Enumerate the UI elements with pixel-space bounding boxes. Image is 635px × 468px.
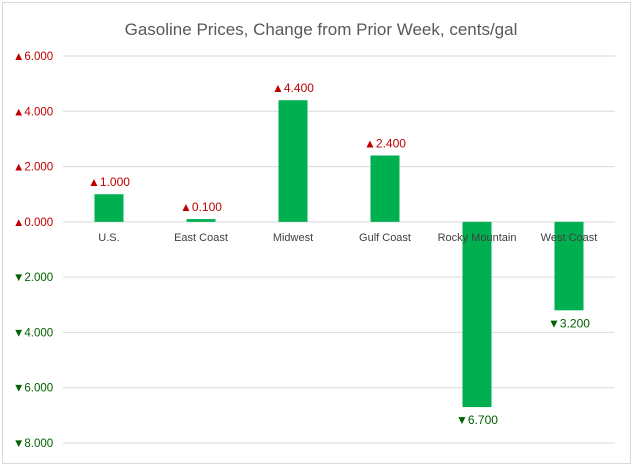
bar <box>370 155 400 222</box>
bar <box>186 219 216 222</box>
bar <box>278 100 308 222</box>
category-label: Midwest <box>273 232 313 244</box>
y-axis-ticks: ▲6.000 ▲4.000 ▲2.000 ▲0.000 ▼2.000 ▼4.000 ▼6.0… <box>13 51 53 450</box>
category-label: Gulf Coast <box>359 232 411 244</box>
category-label: U.S. <box>98 232 119 244</box>
bar <box>554 221 584 311</box>
data-label: ▼3.200 <box>548 316 590 330</box>
chart-area: Gasoline Prices, Change from Prior Week,… <box>2 2 631 464</box>
category-label: East Coast <box>174 232 228 244</box>
y-tick-label: ▼6.000 <box>13 383 53 395</box>
bars <box>94 100 584 408</box>
category-label: West Coast <box>541 232 598 244</box>
y-tick-label: ▲4.000 <box>13 106 53 118</box>
y-tick-label: ▲6.000 <box>13 51 53 63</box>
data-label: ▲1.000 <box>88 175 130 189</box>
bar <box>94 194 124 222</box>
data-label: ▲0.100 <box>180 200 222 214</box>
y-tick-label: ▼2.000 <box>13 272 53 284</box>
chart-svg: Gasoline Prices, Change from Prior Week,… <box>13 20 615 450</box>
gridlines <box>63 55 615 444</box>
data-labels: ▲1.000 ▲0.100 ▲4.400 ▲2.400 ▼6.700 ▼3.200 <box>88 81 590 427</box>
data-label: ▲2.400 <box>364 137 406 151</box>
data-label: ▼6.700 <box>456 413 498 427</box>
y-tick-label: ▼4.000 <box>13 327 53 339</box>
data-label: ▲4.400 <box>272 81 314 95</box>
y-tick-label: ▼8.000 <box>13 438 53 450</box>
y-tick-label: ▲0.000 <box>13 217 53 229</box>
category-label: Rocky Mountain <box>438 232 517 244</box>
x-axis-categories: U.S. East Coast Midwest Gulf Coast Rocky Mou… <box>98 232 597 244</box>
bar <box>462 221 492 408</box>
y-tick-label: ▲2.000 <box>13 162 53 174</box>
chart-title: Gasoline Prices, Change from Prior Week,… <box>125 20 518 39</box>
